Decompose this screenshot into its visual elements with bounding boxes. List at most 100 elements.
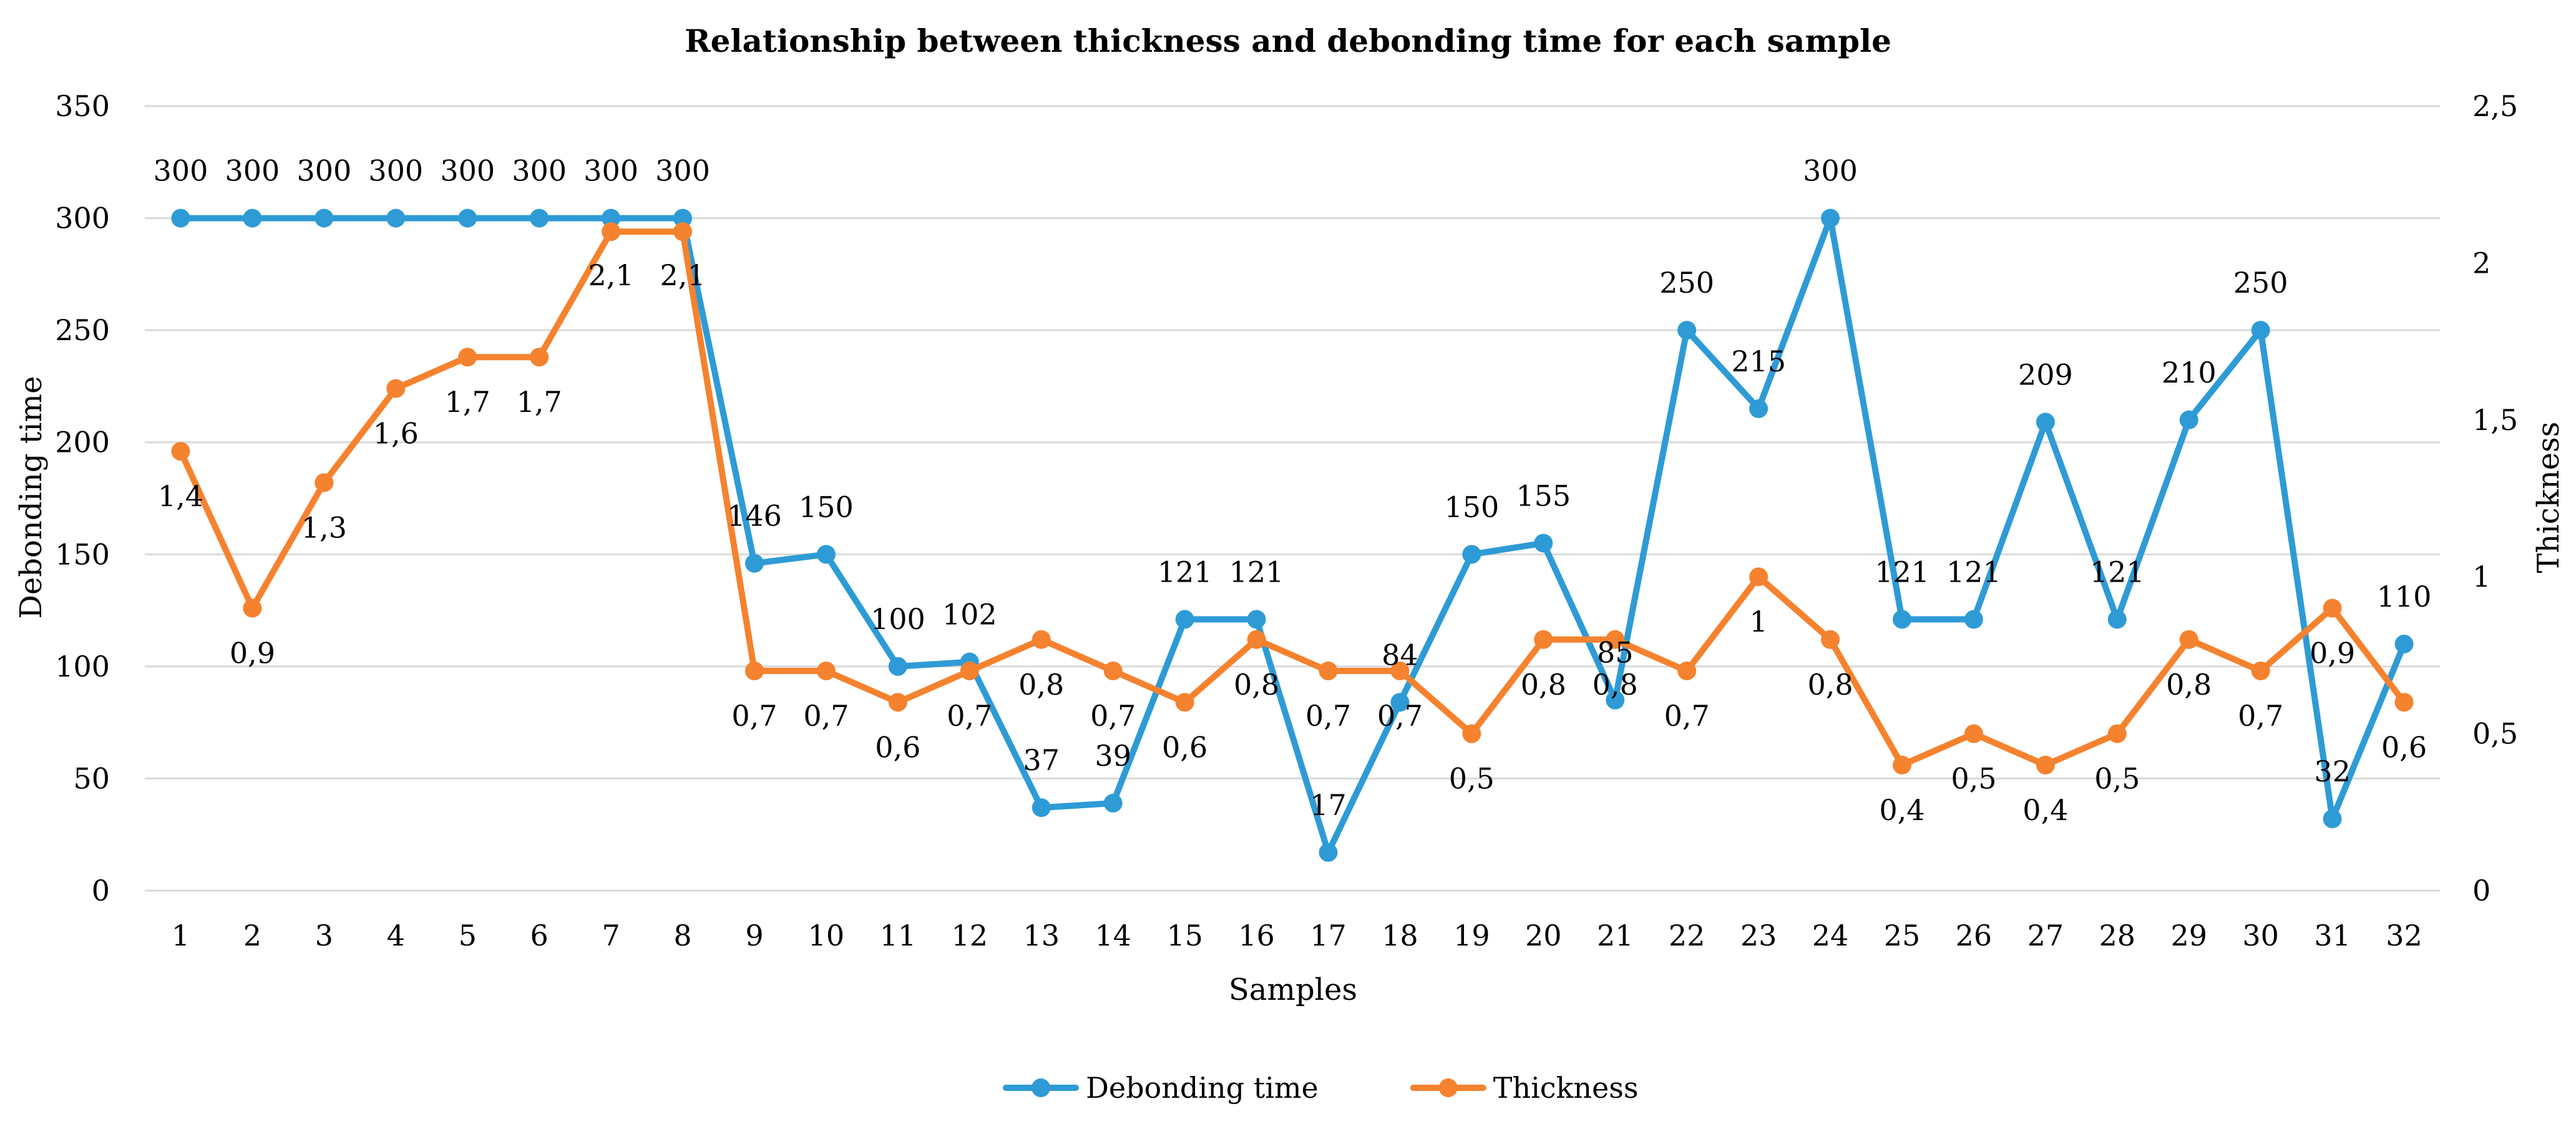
data-point [315, 208, 334, 228]
data-label-debonding-time: 121 [1158, 555, 1212, 589]
data-label-debonding-time: 250 [1659, 266, 1714, 300]
data-point [888, 693, 907, 712]
data-label-debonding-time: 300 [296, 154, 351, 188]
y-tick-label: 100 [55, 650, 110, 683]
data-point [1390, 693, 1410, 712]
data-point [1032, 630, 1051, 649]
data-label-thickness: 0,7 [1664, 699, 1710, 733]
data-label-thickness: 0,9 [2310, 636, 2355, 670]
data-point [530, 348, 549, 367]
x-tick-label: 2 [243, 919, 261, 952]
data-label-debonding-time: 121 [1946, 555, 2001, 589]
data-point [458, 348, 477, 367]
data-label-thickness: 0,6 [1162, 730, 1208, 764]
y2-tick-label: 1 [2472, 560, 2491, 594]
data-label-thickness: 0,5 [2094, 762, 2140, 796]
data-point [1677, 662, 1697, 681]
data-point [816, 545, 836, 564]
x-tick-label: 12 [952, 919, 988, 952]
data-label-debonding-time: 215 [1731, 345, 1786, 378]
data-label-debonding-time: 300 [655, 154, 710, 188]
data-point [602, 222, 621, 242]
data-label-debonding-time: 110 [2377, 580, 2432, 613]
x-tick-label: 19 [1453, 919, 1490, 952]
left-axis-ticks: 0 50 100 150 200 250 300 350 [55, 89, 110, 907]
data-point [1892, 610, 1911, 629]
data-label-debonding-time: 100 [871, 602, 925, 636]
data-label-debonding-time: 84 [1382, 638, 1418, 672]
y2-tick-label: 0,5 [2472, 717, 2518, 751]
x-tick-label: 1 [172, 919, 190, 952]
data-point [1103, 793, 1123, 813]
data-point [1606, 630, 1625, 649]
data-point [2107, 724, 2127, 743]
series-debonding-time [171, 208, 2414, 862]
y-tick-label: 300 [55, 202, 110, 235]
x-tick-label: 10 [808, 919, 845, 952]
data-label-thickness: 2,1 [660, 258, 705, 292]
series-line [177, 228, 2408, 768]
data-label-debonding-time: 121 [2090, 555, 2145, 589]
legend-marker [1032, 1078, 1050, 1097]
data-label-debonding-time: 210 [2162, 356, 2217, 389]
data-label-debonding-time: 146 [727, 499, 782, 533]
x-tick-label: 13 [1023, 919, 1060, 952]
data-point [458, 208, 477, 228]
x-tick-label: 17 [1310, 919, 1347, 952]
data-point [386, 379, 406, 398]
x-tick-label: 30 [2242, 919, 2279, 952]
data-point [1247, 630, 1266, 649]
legend-item: Debonding time [1003, 1071, 1319, 1105]
legend-label: Thickness [1493, 1071, 1639, 1105]
data-point [1175, 610, 1194, 629]
x-tick-label: 22 [1669, 919, 1705, 952]
data-point [386, 208, 406, 228]
data-point [1534, 534, 1553, 553]
data-label-thickness: 2,1 [588, 258, 634, 292]
data-point [243, 599, 262, 618]
y2-axis-title: Thickness [2531, 422, 2566, 574]
data-label-debonding-time: 300 [225, 154, 280, 188]
data-point [960, 662, 979, 681]
data-label-thickness: 1,4 [158, 479, 203, 513]
legend: Debonding time Thickness [1003, 1071, 1639, 1105]
x-tick-label: 29 [2170, 919, 2207, 952]
data-label-thickness: 0,6 [2381, 730, 2427, 764]
y-tick-label: 250 [55, 313, 110, 347]
data-label-debonding-time: 300 [583, 154, 638, 188]
data-label-debonding-time: 250 [2233, 266, 2288, 300]
data-label-debonding-time: 300 [512, 154, 567, 188]
data-point [1175, 693, 1194, 712]
x-tick-label: 7 [602, 919, 620, 952]
data-label-thickness: 0,6 [875, 730, 920, 764]
y-tick-label: 0 [92, 874, 110, 907]
data-label-thickness: 0,7 [947, 699, 992, 733]
data-label-thickness: 0,9 [230, 636, 275, 670]
data-point [2036, 755, 2055, 775]
x-tick-label: 24 [1812, 919, 1849, 952]
x-tick-label: 27 [2027, 919, 2064, 952]
data-label-thickness: 0,7 [2238, 699, 2283, 733]
data-label-thickness: 1,7 [445, 385, 490, 419]
data-point [1821, 208, 1840, 228]
data-label-thickness: 0,7 [731, 699, 777, 733]
data-point [1032, 798, 1051, 818]
y2-tick-label: 1,5 [2472, 403, 2518, 437]
data-point [243, 208, 262, 228]
data-label-thickness: 0,5 [1449, 762, 1495, 796]
x-tick-label: 16 [1238, 919, 1275, 952]
x-tick-label: 3 [315, 919, 333, 952]
data-label-thickness: 0,5 [1951, 762, 1996, 796]
x-tick-label: 25 [1884, 919, 1921, 952]
data-point [2107, 610, 2127, 629]
series-line [177, 215, 2408, 856]
data-label-thickness: 1,3 [301, 511, 347, 544]
data-point [1677, 321, 1697, 340]
y-tick-label: 350 [55, 89, 110, 123]
data-point [1964, 724, 1983, 743]
x-tick-label: 31 [2314, 919, 2351, 952]
data-label-debonding-time: 300 [440, 154, 495, 188]
data-label-thickness: 1,6 [373, 417, 419, 451]
data-label-debonding-time: 150 [1444, 490, 1499, 524]
x-tick-label: 6 [530, 919, 549, 952]
